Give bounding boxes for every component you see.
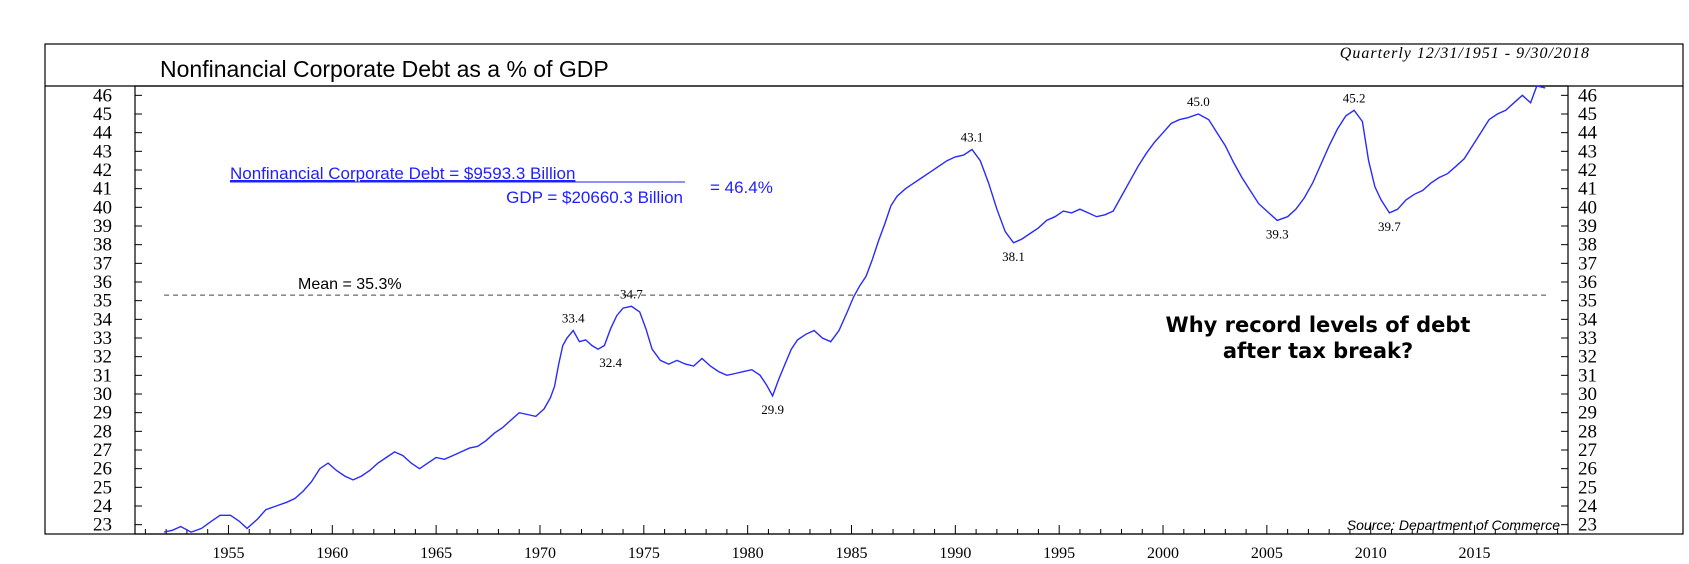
y-tick-label-right: 30	[1578, 384, 1597, 405]
x-tick-label: 2005	[1251, 545, 1283, 562]
x-tick-label: 1975	[628, 545, 660, 562]
y-tick-label-right: 42	[1578, 160, 1597, 181]
formula-numerator: Nonfinancial Corporate Debt = $9593.3 Bi…	[230, 164, 575, 183]
y-tick-label-right: 26	[1578, 459, 1597, 480]
y-tick-label-right: 34	[1578, 309, 1598, 330]
y-axis-left: 2324252627282930313233343536373839404142…	[93, 85, 142, 536]
y-tick-label-left: 27	[93, 440, 112, 461]
x-axis: 1955 1960 1965 1970 1975 1980 1985 1990 1995 2000…	[144, 525, 1559, 562]
x-tick-label: 1995	[1043, 545, 1075, 562]
y-tick-label-right: 36	[1578, 272, 1597, 293]
y-tick-label-left: 28	[93, 421, 112, 442]
y-tick-label-left: 29	[93, 403, 112, 424]
y-tick-label-right: 40	[1578, 197, 1597, 218]
formula-result: = 46.4%	[710, 178, 773, 197]
y-tick-label-right: 27	[1578, 440, 1597, 461]
y-tick-label-left: 34	[93, 309, 113, 330]
y-tick-label-right: 31	[1578, 365, 1597, 386]
y-tick-label-right: 25	[1578, 477, 1597, 498]
plot-area	[134, 85, 1569, 535]
x-tick-label: 1990	[939, 545, 971, 562]
y-tick-label-left: 43	[93, 141, 112, 162]
mean-label: Mean = 35.3%	[298, 276, 402, 293]
y-tick-label-right: 38	[1578, 235, 1597, 256]
x-tick-label: 1965	[420, 545, 452, 562]
series-line	[163, 85, 1546, 533]
y-tick-label-left: 46	[93, 85, 112, 106]
chart-period: Quarterly 12/31/1951 - 9/30/2018	[1340, 45, 1590, 62]
peak-label: 29.9	[761, 402, 784, 417]
y-tick-label-left: 42	[93, 160, 112, 181]
annotation-line-1: Why record levels of debt	[1166, 313, 1471, 337]
peak-label: 45.0	[1187, 94, 1210, 109]
y-tick-label-left: 37	[93, 253, 112, 274]
y-tick-label-left: 30	[93, 384, 112, 405]
y-tick-label-left: 35	[93, 291, 112, 312]
y-tick-label-left: 39	[93, 216, 112, 237]
x-tick-label: 2000	[1147, 545, 1179, 562]
y-tick-label-left: 32	[93, 347, 112, 368]
peak-labels: 33.4 32.4 34.7 29.9 43.1 38.1 45.0 39.3 45.2 39.7	[562, 90, 1401, 417]
chart-title: Nonfinancial Corporate Debt as a % of GD…	[160, 56, 609, 82]
peak-label: 43.1	[961, 129, 984, 144]
y-tick-label-right: 32	[1578, 347, 1597, 368]
x-tick-label: 1980	[732, 545, 764, 562]
y-tick-label-left: 40	[93, 197, 112, 218]
x-tick-label: 1985	[836, 545, 868, 562]
x-tick-label: 1955	[212, 545, 244, 562]
peak-label: 34.7	[620, 286, 643, 301]
x-tick-label: 2015	[1459, 545, 1491, 562]
y-tick-label-right: 24	[1578, 496, 1598, 517]
y-axis-right: 2324252627282930313233343536373839404142…	[1561, 85, 1598, 536]
y-tick-label-right: 45	[1578, 104, 1597, 125]
peak-label: 33.4	[562, 311, 585, 326]
y-tick-label-left: 33	[93, 328, 112, 349]
y-tick-label-left: 36	[93, 272, 112, 293]
x-tick-label: 1970	[524, 545, 556, 562]
y-tick-label-left: 45	[93, 104, 112, 125]
y-tick-label-right: 28	[1578, 421, 1597, 442]
y-tick-label-right: 37	[1578, 253, 1597, 274]
y-tick-label-left: 38	[93, 235, 112, 256]
y-tick-label-right: 44	[1578, 123, 1598, 144]
y-tick-label-right: 35	[1578, 291, 1597, 312]
formula-denominator: GDP = $20660.3 Billion	[506, 188, 683, 207]
y-tick-label-right: 43	[1578, 141, 1597, 162]
x-tick-label: 2010	[1355, 545, 1387, 562]
source-note: Source: Department of Commerce	[1347, 517, 1560, 533]
y-tick-label-right: 23	[1578, 515, 1597, 536]
y-tick-label-left: 23	[93, 515, 112, 536]
annotation-line-2: after tax break?	[1223, 339, 1413, 363]
y-tick-label-right: 46	[1578, 85, 1597, 106]
peak-label: 39.3	[1266, 226, 1289, 241]
y-tick-label-right: 33	[1578, 328, 1597, 349]
y-tick-label-right: 39	[1578, 216, 1597, 237]
peak-label: 38.1	[1002, 249, 1025, 264]
y-tick-label-left: 25	[93, 477, 112, 498]
y-tick-label-left: 44	[93, 123, 113, 144]
y-tick-label-right: 29	[1578, 403, 1597, 424]
y-tick-label-right: 41	[1578, 179, 1597, 200]
y-tick-label-left: 26	[93, 459, 112, 480]
chart-frame	[44, 43, 1684, 535]
peak-label: 32.4	[599, 355, 622, 370]
y-tick-label-left: 41	[93, 179, 112, 200]
peak-label: 45.2	[1343, 90, 1366, 105]
x-tick-label: 1960	[316, 545, 348, 562]
y-tick-label-left: 31	[93, 365, 112, 386]
peak-label: 39.7	[1378, 219, 1401, 234]
y-tick-label-left: 24	[93, 496, 113, 517]
